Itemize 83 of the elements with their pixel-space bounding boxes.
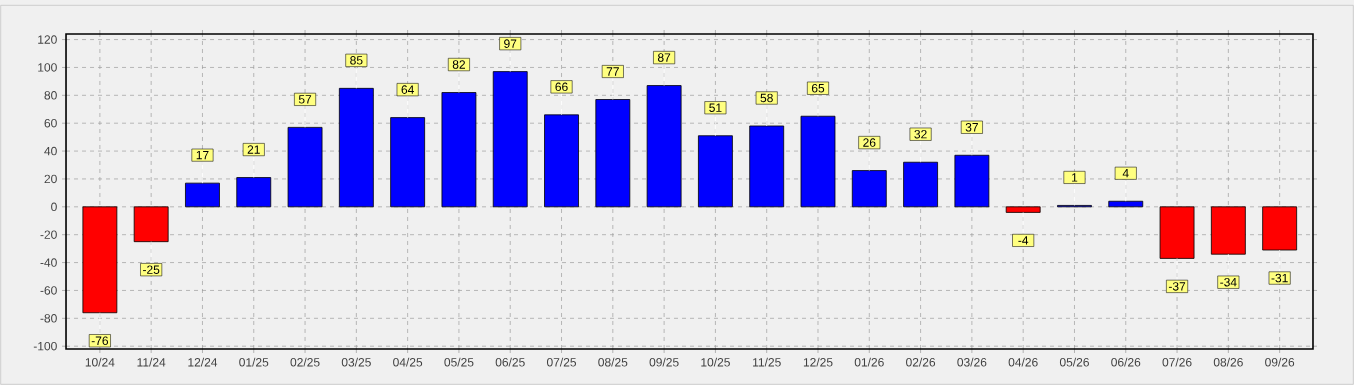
data-label: -4 [1018,236,1029,245]
data-label: 64 [401,85,414,94]
data-label: 66 [555,82,568,92]
y-tick-label: 40 [44,146,57,156]
x-tick-label: 12/24 [188,357,218,367]
bar [390,117,426,208]
y-tick-label: -60 [40,286,57,295]
bar [954,154,990,208]
y-tick-label: 60 [44,118,57,128]
x-tick-label: 06/25 [495,357,525,367]
bar [133,206,169,243]
data-label: 1 [1072,173,1078,182]
data-label: 77 [606,67,619,76]
bar [595,99,631,208]
data-label: 51 [709,103,722,112]
x-tick-label: 10/24 [85,357,115,367]
data-label: 32 [914,129,927,139]
data-label: 58 [760,93,773,103]
x-tick-label: 05/26 [1059,357,1089,367]
y-tick-label: -20 [40,230,57,239]
x-tick-label: 07/25 [546,357,577,367]
y-tick-label: 100 [38,63,57,72]
bar [185,182,220,208]
bar [851,170,887,208]
bar [492,71,528,208]
x-tick-label: 08/26 [1213,357,1243,367]
bar [287,126,323,208]
data-label: -37 [1168,282,1186,291]
bar [698,135,733,208]
data-label: 85 [350,56,363,65]
data-label: 37 [965,123,978,132]
data-label: 65 [811,83,825,93]
bar [338,87,374,208]
bar [1262,206,1298,251]
bar [1005,206,1041,213]
x-tick-label: 11/25 [753,357,781,367]
data-label: 87 [657,53,671,62]
y-tick-label: -80 [40,314,57,323]
y-tick-label: 120 [38,35,57,44]
x-tick-label: 11/24 [137,357,166,367]
data-label: 82 [452,60,465,69]
bar [441,92,477,208]
data-label: -31 [1271,273,1288,283]
y-tick-label: -40 [40,258,57,267]
bar [236,177,272,208]
y-tick-label: 80 [44,91,57,100]
x-tick-label: 05/25 [444,357,474,367]
bar [903,161,938,208]
x-tick-label: 03/25 [341,357,371,367]
x-tick-label: 04/26 [1008,357,1038,367]
x-tick-label: 06/26 [1111,357,1141,367]
data-label: 57 [298,95,312,104]
x-tick-label: 09/26 [1265,357,1295,367]
data-label: 26 [863,138,876,147]
bar [1159,206,1195,259]
bar [544,114,579,208]
bar [646,85,682,208]
y-tick-label: 0 [51,202,57,212]
bar [82,206,118,314]
x-tick-label: 07/26 [1162,357,1192,367]
data-label: -25 [143,265,160,274]
data-label: -34 [1220,277,1237,287]
data-label: 4 [1122,169,1129,178]
x-tick-label: 04/25 [393,357,423,367]
data-label: 97 [504,39,517,48]
x-tick-label: 02/26 [906,357,936,367]
x-tick-label: 03/26 [957,357,987,367]
bar [749,125,785,208]
data-label: -76 [91,336,109,345]
x-tick-label: 01/26 [854,357,884,367]
data-label: 21 [247,145,260,154]
x-tick-label: 12/25 [803,357,833,367]
bar [1210,206,1246,255]
x-tick-label: 08/25 [598,357,628,367]
x-tick-label: 10/25 [701,357,730,367]
data-label: 17 [196,151,209,160]
y-tick-label: -100 [33,341,57,351]
x-tick-label: 01/25 [239,357,269,367]
bar [800,115,836,208]
bar [1108,200,1144,208]
x-tick-label: 02/25 [290,357,320,367]
y-tick-label: 20 [44,174,57,184]
x-tick-label: 09/25 [649,357,679,367]
